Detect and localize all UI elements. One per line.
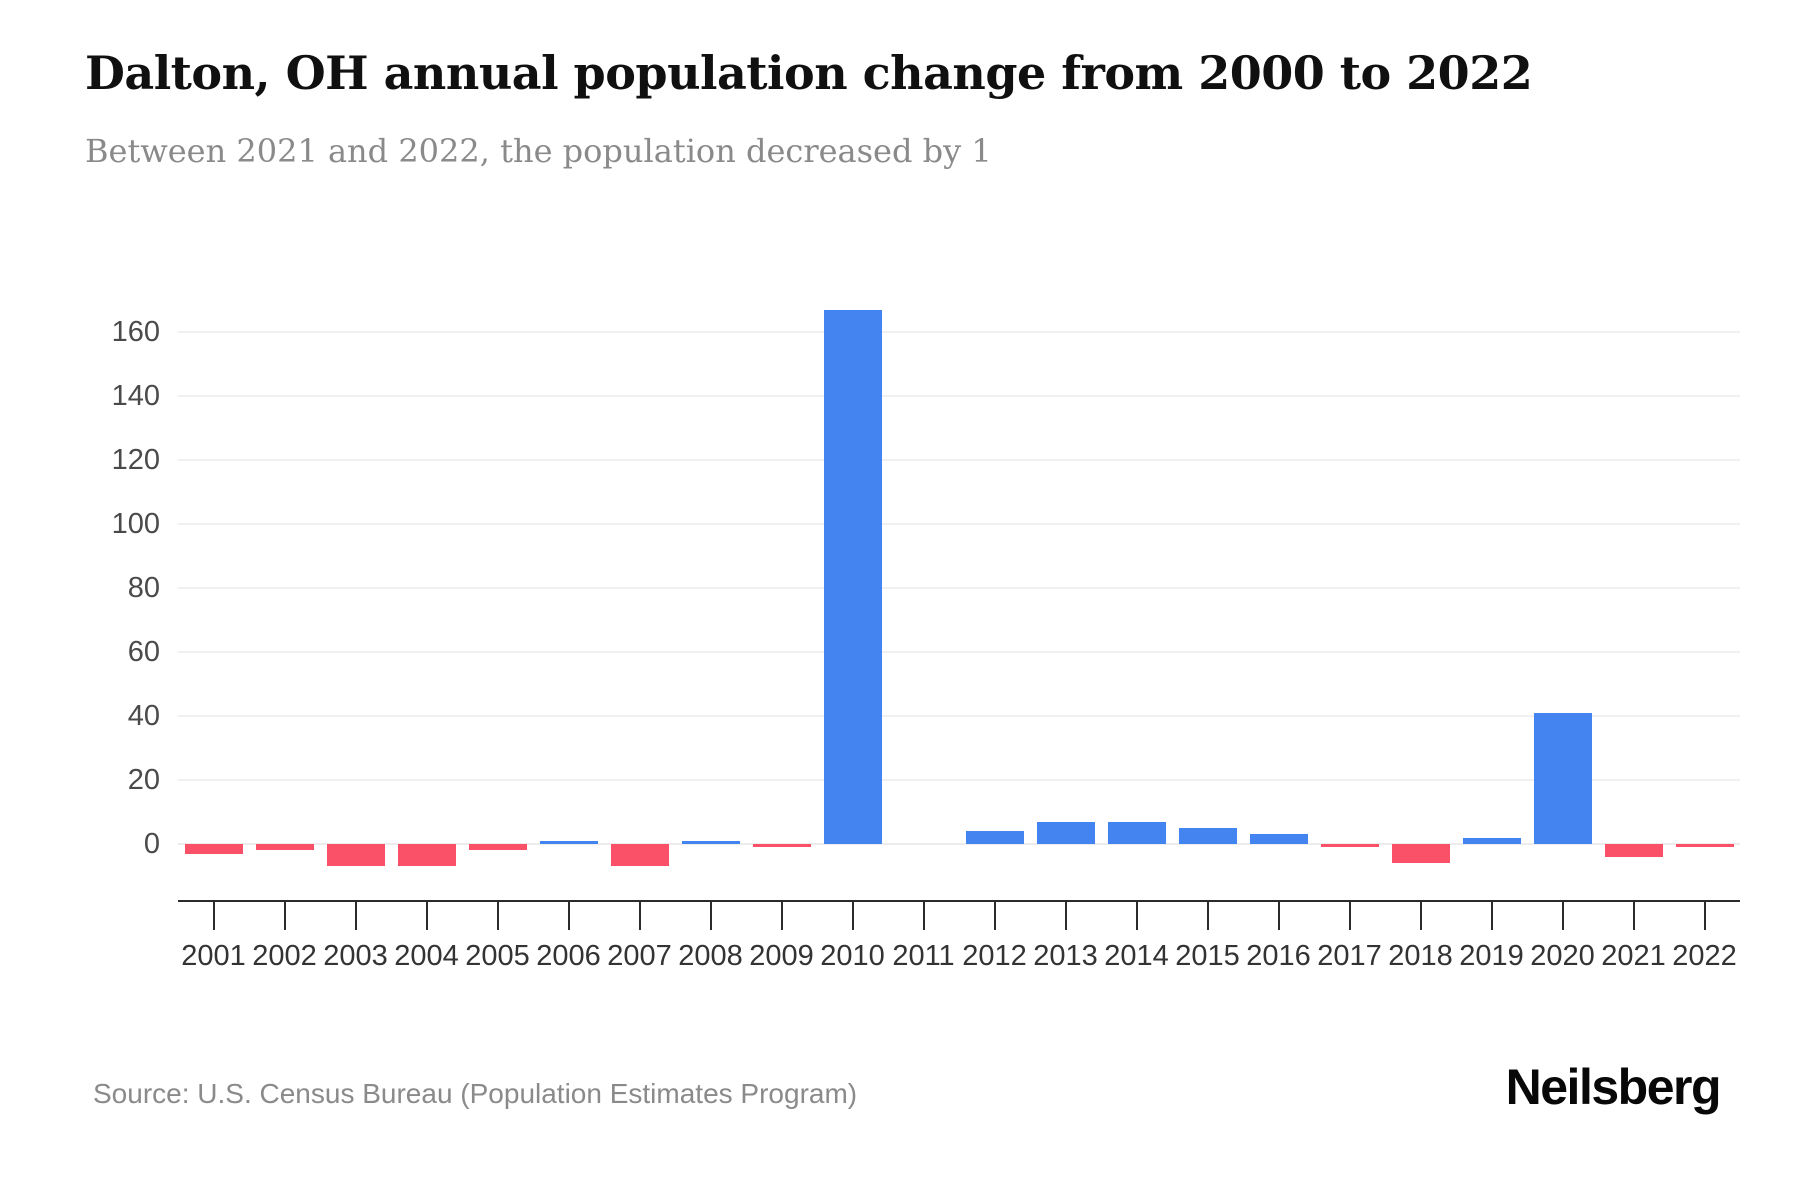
x-axis-label-2016: 2016 bbox=[1246, 940, 1311, 972]
page-title: Dalton, OH annual population change from… bbox=[85, 46, 1533, 100]
x-axis-label-2007: 2007 bbox=[607, 940, 672, 972]
x-axis-tick-2009 bbox=[780, 902, 783, 930]
x-axis-tick-2020 bbox=[1561, 902, 1564, 930]
x-axis-label-2018: 2018 bbox=[1388, 940, 1453, 972]
x-axis-tick-2013 bbox=[1064, 902, 1067, 930]
x-axis-label-2022: 2022 bbox=[1672, 940, 1737, 972]
neilsberg-logo: Neilsberg bbox=[1505, 1059, 1722, 1115]
x-axis-label-2012: 2012 bbox=[962, 940, 1027, 972]
x-axis-label-2013: 2013 bbox=[1033, 940, 1098, 972]
bar-2022[interactable] bbox=[1675, 844, 1734, 848]
x-axis-tick-2015 bbox=[1206, 902, 1209, 930]
y-axis-label-140: 140 bbox=[111, 380, 160, 412]
source-attribution: Source: U.S. Census Bureau (Population E… bbox=[93, 1078, 858, 1109]
gridline-y-20 bbox=[178, 779, 1740, 781]
x-axis-tick-2008 bbox=[709, 902, 712, 930]
bar-2001[interactable] bbox=[184, 844, 243, 854]
bar-2021[interactable] bbox=[1604, 844, 1663, 857]
x-axis-tick-2005 bbox=[496, 902, 499, 930]
bar-2002[interactable] bbox=[255, 844, 314, 851]
y-axis-label-60: 60 bbox=[127, 636, 160, 668]
bar-2018[interactable] bbox=[1391, 844, 1450, 864]
bar-2004[interactable] bbox=[397, 844, 456, 867]
x-axis-label-2001: 2001 bbox=[181, 940, 246, 972]
x-axis-tick-2001 bbox=[212, 902, 215, 930]
x-axis-label-2006: 2006 bbox=[536, 940, 601, 972]
x-axis-tick-2003 bbox=[354, 902, 357, 930]
y-axis-label-160: 160 bbox=[111, 316, 160, 348]
y-axis-label-40: 40 bbox=[127, 700, 160, 732]
x-axis-label-2003: 2003 bbox=[323, 940, 388, 972]
bar-2013[interactable] bbox=[1036, 821, 1095, 844]
bar-2003[interactable] bbox=[326, 844, 385, 867]
x-axis-label-2014: 2014 bbox=[1104, 940, 1169, 972]
x-axis-tick-2006 bbox=[567, 902, 570, 930]
x-axis-tick-2018 bbox=[1419, 902, 1422, 930]
x-axis-tick-2002 bbox=[283, 902, 286, 930]
x-axis-tick-2019 bbox=[1490, 902, 1493, 930]
y-axis-label-120: 120 bbox=[111, 444, 160, 476]
gridline-y-100 bbox=[178, 523, 1740, 525]
x-axis-tick-2012 bbox=[993, 902, 996, 930]
y-axis-label-100: 100 bbox=[111, 508, 160, 540]
x-axis-label-2011: 2011 bbox=[892, 940, 955, 972]
x-axis-label-2010: 2010 bbox=[820, 940, 885, 972]
x-axis-tick-2016 bbox=[1277, 902, 1280, 930]
y-axis-label-80: 80 bbox=[127, 572, 160, 604]
bar-2015[interactable] bbox=[1178, 828, 1237, 844]
gridline-y-0 bbox=[178, 843, 1740, 845]
x-axis-tick-2004 bbox=[425, 902, 428, 930]
x-axis-tick-2007 bbox=[638, 902, 641, 930]
gridline-y-40 bbox=[178, 715, 1740, 717]
x-axis-tick-2010 bbox=[851, 902, 854, 930]
gridline-y-80 bbox=[178, 587, 1740, 589]
bar-2010[interactable] bbox=[823, 309, 882, 844]
bar-2008[interactable] bbox=[681, 840, 740, 844]
x-axis-tick-2021 bbox=[1632, 902, 1635, 930]
bar-2012[interactable] bbox=[965, 831, 1024, 844]
x-axis-line bbox=[178, 900, 1740, 902]
gridline-y-160 bbox=[178, 331, 1740, 333]
x-axis-label-2004: 2004 bbox=[394, 940, 459, 972]
bar-2020[interactable] bbox=[1533, 712, 1592, 844]
x-axis-label-2009: 2009 bbox=[749, 940, 814, 972]
gridline-y-60 bbox=[178, 651, 1740, 653]
gridline-y-120 bbox=[178, 459, 1740, 461]
x-axis-label-2005: 2005 bbox=[465, 940, 530, 972]
x-axis-tick-2014 bbox=[1135, 902, 1138, 930]
bar-2016[interactable] bbox=[1249, 834, 1308, 844]
x-axis-label-2008: 2008 bbox=[678, 940, 743, 972]
x-axis-tick-2011 bbox=[922, 902, 925, 930]
bar-2017[interactable] bbox=[1320, 844, 1379, 848]
x-axis-label-2015: 2015 bbox=[1175, 940, 1240, 972]
bar-2007[interactable] bbox=[610, 844, 669, 867]
page-subtitle: Between 2021 and 2022, the population de… bbox=[85, 132, 992, 170]
y-axis-label-0: 0 bbox=[143, 828, 160, 860]
gridline-y-140 bbox=[178, 395, 1740, 397]
x-axis-tick-2017 bbox=[1348, 902, 1351, 930]
x-axis-label-2019: 2019 bbox=[1459, 940, 1524, 972]
bar-2006[interactable] bbox=[539, 840, 598, 844]
y-axis-label-20: 20 bbox=[127, 764, 160, 796]
bar-2019[interactable] bbox=[1462, 837, 1521, 844]
bar-2014[interactable] bbox=[1107, 821, 1166, 844]
bar-2005[interactable] bbox=[468, 844, 527, 851]
x-axis-label-2020: 2020 bbox=[1530, 940, 1595, 972]
x-axis-label-2002: 2002 bbox=[252, 940, 317, 972]
bar-2009[interactable] bbox=[752, 844, 811, 848]
x-axis-label-2017: 2017 bbox=[1317, 940, 1382, 972]
x-axis-tick-2022 bbox=[1703, 902, 1706, 930]
x-axis-label-2021: 2021 bbox=[1601, 940, 1666, 972]
